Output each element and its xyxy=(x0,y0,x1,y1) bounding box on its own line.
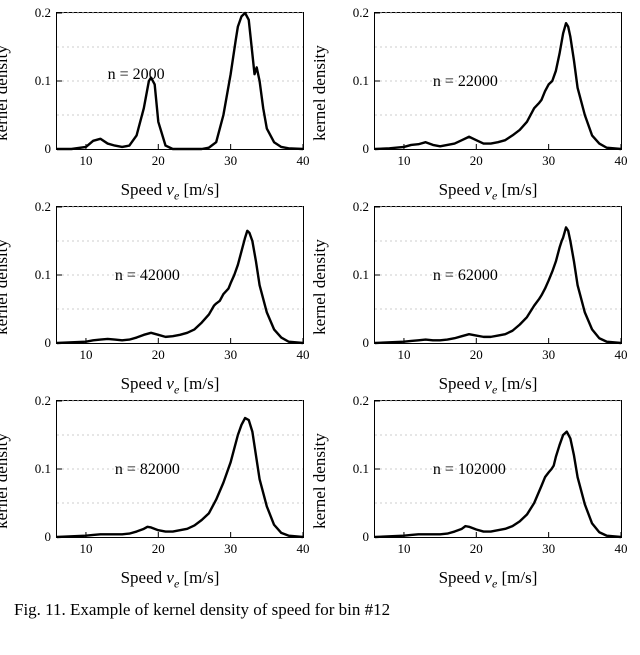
plot-area: 1020304000.10.2n = 22000 xyxy=(374,12,622,150)
svg-text:0.2: 0.2 xyxy=(35,199,51,214)
svg-text:0: 0 xyxy=(363,529,370,544)
density-curve xyxy=(375,432,621,537)
svg-text:0.2: 0.2 xyxy=(353,5,369,20)
svg-text:0: 0 xyxy=(45,141,52,156)
chart-panel: kernel densitySpeed ve [m/s]1020304000.1… xyxy=(326,8,626,178)
x-axis-label: Speed ve [m/s] xyxy=(121,568,220,591)
svg-text:0.2: 0.2 xyxy=(353,393,369,408)
svg-text:20: 20 xyxy=(152,541,165,556)
svg-text:0.1: 0.1 xyxy=(35,461,51,476)
svg-text:10: 10 xyxy=(79,541,92,556)
svg-text:20: 20 xyxy=(470,153,483,168)
y-axis-label: kernel density xyxy=(0,239,12,335)
x-axis-label: Speed ve [m/s] xyxy=(439,568,538,591)
plot-area: 1020304000.10.2n = 82000 xyxy=(56,400,304,538)
x-axis-label: Speed ve [m/s] xyxy=(439,180,538,203)
svg-text:10: 10 xyxy=(79,153,92,168)
svg-text:0.1: 0.1 xyxy=(353,73,369,88)
svg-text:30: 30 xyxy=(224,541,237,556)
y-axis-label: kernel density xyxy=(0,45,12,141)
svg-text:0: 0 xyxy=(363,335,370,350)
n-annotation: n = 82000 xyxy=(115,461,180,479)
chart-panel: kernel densitySpeed ve [m/s]1020304000.1… xyxy=(8,8,308,178)
n-annotation: n = 22000 xyxy=(433,73,498,91)
density-curve xyxy=(375,23,621,149)
y-axis-label: kernel density xyxy=(310,45,330,141)
x-axis-label: Speed ve [m/s] xyxy=(439,374,538,397)
n-annotation: n = 102000 xyxy=(433,461,506,479)
svg-text:40: 40 xyxy=(615,153,628,168)
n-annotation: n = 62000 xyxy=(433,267,498,285)
svg-text:40: 40 xyxy=(297,347,310,362)
svg-text:30: 30 xyxy=(542,541,555,556)
plot-area: 1020304000.10.2n = 62000 xyxy=(374,206,622,344)
svg-text:40: 40 xyxy=(615,347,628,362)
svg-text:0.1: 0.1 xyxy=(35,73,51,88)
panel-grid: kernel densitySpeed ve [m/s]1020304000.1… xyxy=(8,8,632,566)
plot-area: 1020304000.10.2n = 2000 xyxy=(56,12,304,150)
y-axis-label: kernel density xyxy=(0,433,12,529)
plot-area: 1020304000.10.2n = 102000 xyxy=(374,400,622,538)
svg-text:20: 20 xyxy=(470,347,483,362)
svg-text:40: 40 xyxy=(615,541,628,556)
density-curve xyxy=(57,231,303,343)
plot-area: 1020304000.10.2n = 42000 xyxy=(56,206,304,344)
svg-text:0.1: 0.1 xyxy=(35,267,51,282)
svg-text:10: 10 xyxy=(397,347,410,362)
svg-text:0: 0 xyxy=(363,141,370,156)
svg-text:0.1: 0.1 xyxy=(353,461,369,476)
svg-text:0.2: 0.2 xyxy=(353,199,369,214)
density-curve xyxy=(57,418,303,537)
chart-panel: kernel densitySpeed ve [m/s]1020304000.1… xyxy=(326,396,626,566)
svg-text:20: 20 xyxy=(470,541,483,556)
y-axis-label: kernel density xyxy=(310,433,330,529)
chart-panel: kernel densitySpeed ve [m/s]1020304000.1… xyxy=(8,202,308,372)
svg-text:10: 10 xyxy=(79,347,92,362)
density-curve xyxy=(375,227,621,343)
svg-text:30: 30 xyxy=(542,153,555,168)
svg-text:20: 20 xyxy=(152,347,165,362)
n-annotation: n = 42000 xyxy=(115,267,180,285)
y-axis-label: kernel density xyxy=(310,239,330,335)
svg-text:30: 30 xyxy=(224,153,237,168)
svg-text:20: 20 xyxy=(152,153,165,168)
x-axis-label: Speed ve [m/s] xyxy=(121,374,220,397)
n-annotation: n = 2000 xyxy=(108,66,165,84)
svg-text:0: 0 xyxy=(45,529,52,544)
svg-text:10: 10 xyxy=(397,541,410,556)
x-axis-label: Speed ve [m/s] xyxy=(121,180,220,203)
svg-text:0.1: 0.1 xyxy=(353,267,369,282)
svg-text:10: 10 xyxy=(397,153,410,168)
svg-text:30: 30 xyxy=(224,347,237,362)
chart-panel: kernel densitySpeed ve [m/s]1020304000.1… xyxy=(8,396,308,566)
svg-text:40: 40 xyxy=(297,153,310,168)
svg-text:40: 40 xyxy=(297,541,310,556)
chart-panel: kernel densitySpeed ve [m/s]1020304000.1… xyxy=(326,202,626,372)
svg-text:0.2: 0.2 xyxy=(35,5,51,20)
svg-text:30: 30 xyxy=(542,347,555,362)
figure-caption: Fig. 11. Example of kernel density of sp… xyxy=(14,600,632,620)
svg-text:0.2: 0.2 xyxy=(35,393,51,408)
svg-text:0: 0 xyxy=(45,335,52,350)
